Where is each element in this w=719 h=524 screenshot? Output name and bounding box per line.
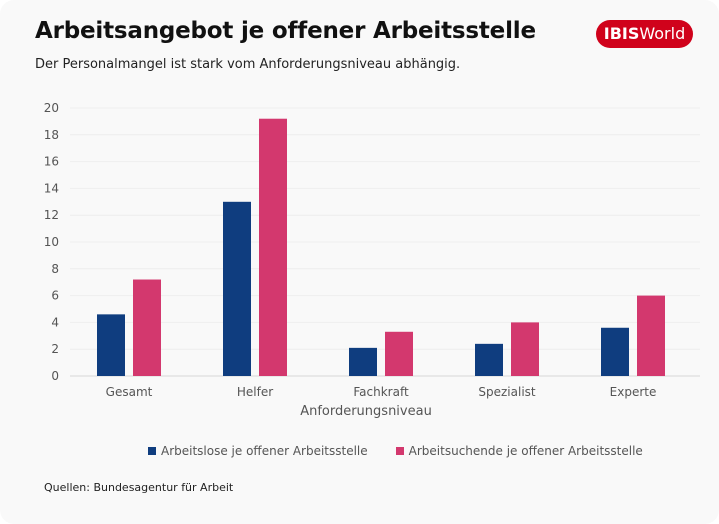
x-tick-label: Helfer — [237, 385, 273, 399]
legend-item-arbeitslose: Arbeitslose je offener Arbeitsstelle — [148, 444, 368, 458]
x-tick-label: Spezialist — [478, 385, 536, 399]
legend: Arbeitslose je offener Arbeitsstelle Arb… — [148, 444, 643, 458]
bar-fachkraft-series2 — [385, 331, 413, 376]
y-tick-label: 4 — [51, 315, 59, 329]
x-axis-label: Anforderungsniveau — [300, 404, 432, 419]
x-tick-label: Experte — [610, 385, 657, 399]
x-tick-label: Fachkraft — [353, 385, 409, 399]
y-tick-label: 0 — [51, 369, 59, 383]
y-tick-label: 18 — [44, 128, 59, 142]
legend-label-series2: Arbeitsuchende je offener Arbeitsstelle — [408, 444, 643, 458]
chart-title: Arbeitsangebot je offener Arbeitsstelle — [35, 18, 536, 44]
y-tick-label: 6 — [51, 289, 59, 303]
bar-experte-series1 — [601, 327, 629, 376]
bar-helfer-series2 — [259, 118, 287, 376]
y-tick-label: 16 — [44, 155, 59, 169]
x-axis-ticks: Gesamt Helfer Fachkraft Spezialist Experte — [106, 385, 657, 399]
bar-helfer-series1 — [223, 201, 251, 376]
y-tick-label: 10 — [44, 235, 59, 249]
bar-spezialist-series2 — [511, 322, 539, 376]
bar-experte-series2 — [637, 295, 665, 376]
legend-swatch-series2 — [395, 447, 404, 455]
y-axis-ticks: 0 2 4 6 8 10 12 14 16 18 20 — [44, 101, 59, 383]
logo-bold-text: IBIS — [603, 24, 640, 43]
y-tick-label: 14 — [44, 181, 59, 195]
x-tick-label: Gesamt — [106, 385, 153, 399]
ibisworld-logo: IBISWorld — [596, 20, 693, 48]
logo-light-text: World — [639, 24, 686, 43]
bars — [97, 118, 665, 376]
bar-chart: 0 2 4 6 8 10 12 14 16 18 20 Gesamt Helfer Fachkraft S… — [44, 101, 700, 419]
chart-subtitle: Der Personalmangel ist stark vom Anforde… — [35, 57, 461, 72]
y-tick-label: 20 — [44, 101, 59, 115]
source-note: Quellen: Bundesagentur für Arbeit — [44, 481, 234, 494]
bar-fachkraft-series1 — [349, 347, 377, 376]
y-tick-label: 2 — [51, 342, 59, 356]
legend-item-arbeitsuchende: Arbeitsuchende je offener Arbeitsstelle — [395, 444, 643, 458]
legend-swatch-series1 — [148, 447, 156, 455]
bar-gesamt-series1 — [97, 314, 125, 376]
bar-spezialist-series1 — [475, 343, 503, 376]
legend-label-series1: Arbeitslose je offener Arbeitsstelle — [161, 444, 368, 458]
y-tick-label: 12 — [44, 208, 59, 222]
bar-gesamt-series2 — [133, 279, 161, 376]
y-tick-label: 8 — [51, 262, 59, 276]
